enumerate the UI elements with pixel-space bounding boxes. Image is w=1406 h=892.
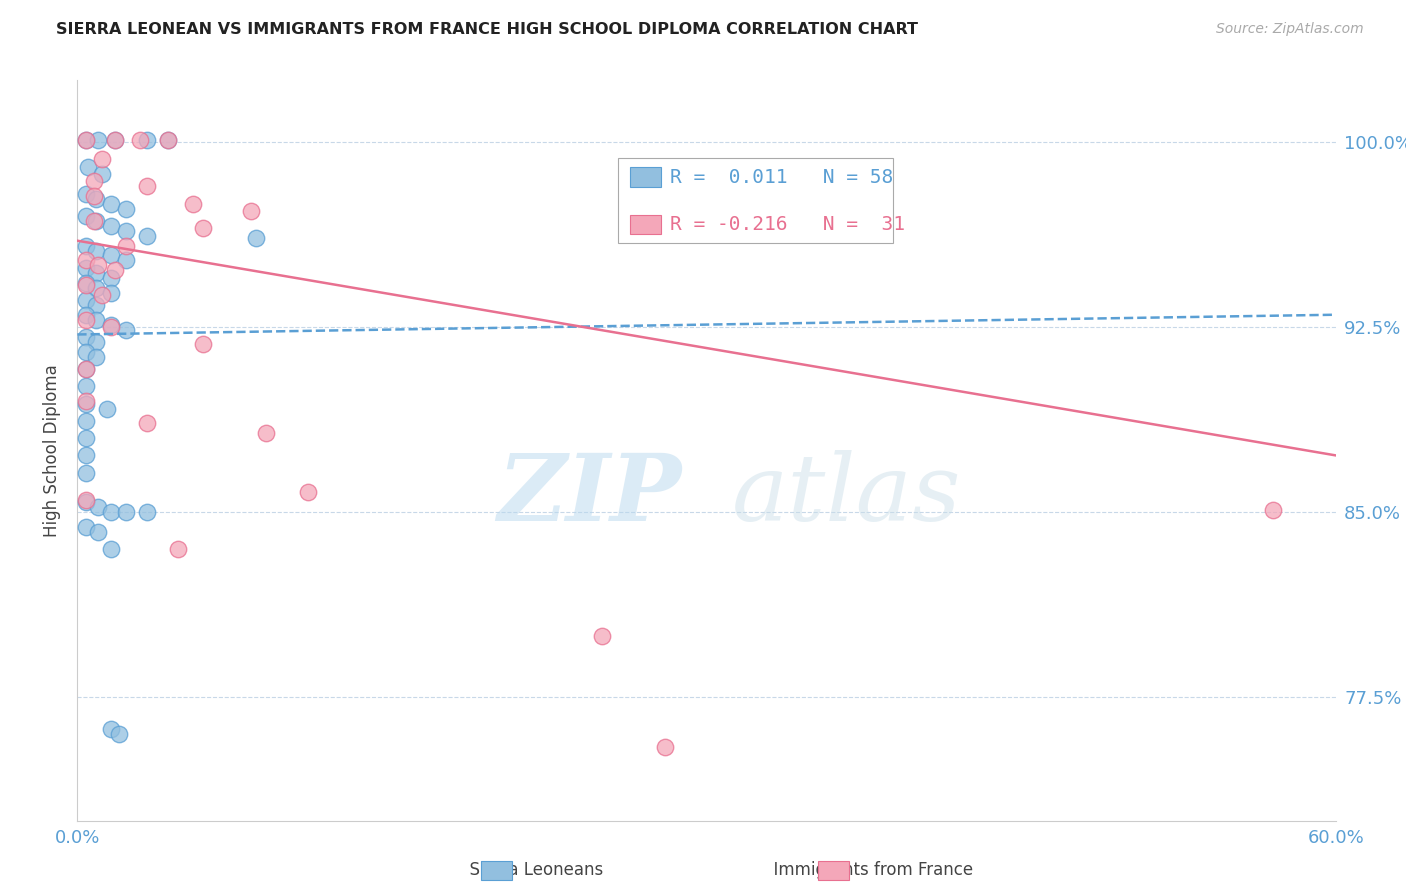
Point bbox=[84, 334, 107, 349]
Text: Sierra Leoneans: Sierra Leoneans bbox=[437, 861, 603, 879]
Point bbox=[75, 431, 97, 445]
Point bbox=[75, 379, 97, 393]
Text: atlas: atlas bbox=[731, 450, 962, 540]
Point bbox=[167, 542, 190, 557]
Point bbox=[75, 132, 97, 146]
Point bbox=[104, 263, 127, 277]
Point bbox=[135, 179, 157, 194]
Point bbox=[114, 505, 136, 519]
Point bbox=[75, 312, 97, 326]
Point bbox=[87, 259, 110, 273]
Point bbox=[191, 221, 215, 235]
Point bbox=[84, 266, 107, 280]
Point bbox=[135, 132, 157, 146]
Point bbox=[100, 285, 122, 300]
Point bbox=[83, 214, 105, 228]
Text: SIERRA LEONEAN VS IMMIGRANTS FROM FRANCE HIGH SCHOOL DIPLOMA CORRELATION CHART: SIERRA LEONEAN VS IMMIGRANTS FROM FRANCE… bbox=[56, 22, 918, 37]
Point bbox=[654, 739, 676, 754]
Point bbox=[87, 500, 110, 515]
Point bbox=[91, 153, 114, 167]
Point bbox=[181, 196, 204, 211]
Point bbox=[254, 426, 277, 441]
Text: ZIP: ZIP bbox=[498, 450, 682, 540]
Point bbox=[96, 401, 118, 416]
Point bbox=[100, 248, 122, 262]
Point bbox=[240, 204, 263, 219]
Point bbox=[129, 132, 152, 146]
Point bbox=[83, 189, 105, 203]
Point bbox=[100, 318, 122, 332]
Point bbox=[156, 132, 179, 146]
Point bbox=[135, 417, 157, 431]
Point bbox=[75, 278, 97, 293]
Point bbox=[75, 238, 97, 252]
Text: R =  0.011   N = 58: R = 0.011 N = 58 bbox=[671, 168, 894, 186]
Text: R = -0.216   N =  31: R = -0.216 N = 31 bbox=[671, 215, 905, 234]
Point bbox=[83, 174, 105, 188]
Point bbox=[87, 132, 110, 146]
Point bbox=[75, 253, 97, 268]
Point bbox=[75, 344, 97, 359]
Point bbox=[104, 132, 127, 146]
Point bbox=[75, 466, 97, 480]
Point bbox=[75, 308, 97, 322]
Point bbox=[75, 260, 97, 275]
Point bbox=[75, 492, 97, 507]
Point bbox=[75, 362, 97, 376]
Point bbox=[135, 505, 157, 519]
Point bbox=[75, 495, 97, 509]
Point bbox=[84, 280, 107, 294]
Point bbox=[75, 276, 97, 290]
Point bbox=[1261, 502, 1284, 516]
Point bbox=[297, 485, 319, 500]
Point bbox=[76, 160, 98, 174]
Point bbox=[100, 320, 122, 334]
Point bbox=[84, 312, 107, 326]
Point bbox=[84, 298, 107, 312]
Point bbox=[114, 202, 136, 216]
Point bbox=[75, 414, 97, 428]
Point bbox=[84, 350, 107, 364]
Point bbox=[156, 132, 179, 146]
Point bbox=[191, 337, 215, 351]
Point bbox=[75, 449, 97, 463]
Point bbox=[114, 224, 136, 238]
Point bbox=[100, 542, 122, 557]
Point bbox=[75, 209, 97, 223]
Point bbox=[75, 362, 97, 376]
Y-axis label: High School Diploma: High School Diploma bbox=[44, 364, 62, 537]
Point bbox=[75, 394, 97, 409]
Point bbox=[108, 727, 131, 741]
Point bbox=[75, 132, 97, 146]
Point bbox=[100, 505, 122, 519]
Point bbox=[104, 132, 127, 146]
Point bbox=[75, 186, 97, 201]
Point bbox=[114, 253, 136, 268]
Point bbox=[135, 228, 157, 243]
Point bbox=[100, 270, 122, 285]
Point bbox=[591, 629, 613, 643]
Point bbox=[100, 196, 122, 211]
Point bbox=[114, 322, 136, 336]
Point bbox=[91, 167, 114, 181]
Point bbox=[91, 288, 114, 302]
Point bbox=[100, 219, 122, 233]
Text: Source: ZipAtlas.com: Source: ZipAtlas.com bbox=[1216, 22, 1364, 37]
Point bbox=[75, 396, 97, 410]
Point bbox=[75, 520, 97, 534]
Point bbox=[75, 293, 97, 307]
Point bbox=[245, 231, 267, 245]
Point bbox=[84, 192, 107, 206]
Point bbox=[100, 723, 122, 737]
Point bbox=[87, 524, 110, 539]
Point bbox=[84, 214, 107, 228]
Point bbox=[114, 238, 136, 252]
Point bbox=[75, 330, 97, 344]
Text: Immigrants from France: Immigrants from France bbox=[742, 861, 973, 879]
Point bbox=[84, 244, 107, 258]
